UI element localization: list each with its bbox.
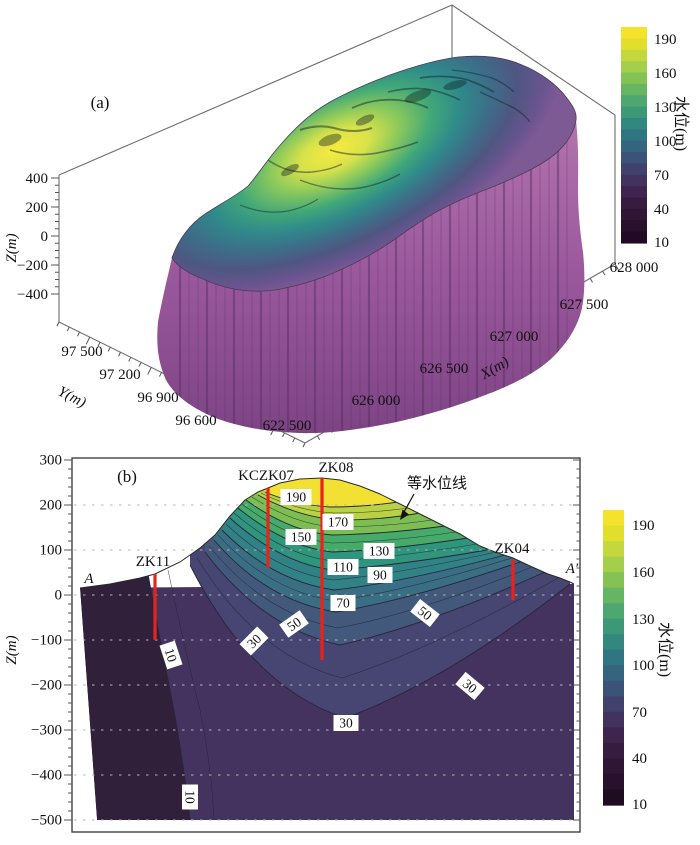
x-tick-627500: 627 500 (560, 297, 609, 313)
b-tick-m500: −500 (31, 813, 62, 829)
surface-shadow-blotches (281, 80, 467, 177)
contour-label-190: 190 (286, 490, 307, 505)
borehole-label-zk04: ZK04 (495, 541, 530, 557)
b-tick-m300: −300 (31, 723, 62, 739)
z-tick-200: 200 (26, 200, 49, 216)
contour-label-70: 70 (336, 596, 350, 611)
z-axis-label: Z(m) (4, 233, 20, 262)
contour-label-150: 150 (291, 530, 312, 545)
panel-a-tag: (a) (91, 93, 110, 112)
b-tick-0: 0 (55, 588, 63, 604)
colorbar-b-label: 水位(m) (656, 622, 674, 677)
box-top-edges (58, 4, 616, 264)
cbar-b-10: 10 (632, 797, 647, 813)
z-axis-label-b: Z(m) (4, 635, 20, 664)
z-axis-tick-labels-b: 300 200 100 0 −100 −200 −300 −400 −500 (31, 453, 62, 829)
cbar-a-100: 100 (654, 134, 677, 150)
plot-frame (71, 457, 581, 833)
cbar-b-190: 190 (632, 518, 655, 534)
z-tick-m200: −200 (17, 258, 48, 274)
section-endpoint-a: A (83, 571, 94, 587)
annotation-text: 等水位线 (407, 474, 467, 492)
colorbar-a-label: 水位(m) (672, 96, 690, 151)
elevation-gridlines (74, 504, 578, 821)
borehole-label-zk11: ZK11 (136, 554, 170, 570)
cbar-b-40: 40 (632, 751, 647, 767)
colorbar-a-tick-labels: 190 160 130 100 70 40 10 (654, 32, 677, 251)
borehole-label-kczk07: KCZK07 (238, 468, 294, 484)
annotation-arrow-line (403, 493, 415, 513)
colorbar-b-tick-labels: 190 160 130 100 70 40 10 (632, 518, 655, 813)
cbar-b-130: 130 (632, 612, 655, 628)
cbar-a-70: 70 (654, 168, 669, 184)
x-tick-626500: 626 500 (420, 361, 469, 377)
y-tick-97200: 97 200 (99, 367, 140, 383)
borehole-labels: ZK11 KCZK07 ZK08 ZK04 (136, 460, 530, 570)
cbar-a-190: 190 (654, 32, 677, 48)
z-axis-ticks (51, 177, 59, 295)
y-axis-tick-labels: 97 500 97 200 96 900 96 600 (61, 344, 216, 429)
cbar-b-70: 70 (632, 705, 647, 721)
ground-surface-line (79, 477, 575, 589)
annotation-arrowhead (400, 509, 409, 520)
contour-label-130: 130 (369, 544, 390, 559)
z-tick-0: 0 (41, 229, 49, 245)
contour-value-labels: 190 170 150 130 110 90 70 50 50 30 30 30… (159, 489, 485, 810)
y-tick-97500: 97 500 (61, 344, 102, 360)
b-tick-200: 200 (40, 498, 63, 514)
z-tick-m400: −400 (17, 287, 48, 303)
cbar-a-40: 40 (654, 202, 669, 218)
b-tick-m200: −200 (31, 678, 62, 694)
z-axis-ticks-right (573, 459, 580, 821)
x-tick-627000: 627 000 (490, 329, 539, 345)
x-tick-628000: 628 000 (610, 260, 659, 276)
z-axis-tick-labels: 400 200 0 −200 −400 (17, 171, 48, 303)
cbar-b-100: 100 (632, 658, 655, 674)
contour-label-10-left: 10 (162, 646, 181, 664)
x-tick-626000: 626 000 (352, 393, 401, 409)
b-tick-m100: −100 (31, 633, 62, 649)
b-tick-300: 300 (40, 453, 63, 469)
section-endpoint-a-prime: A′ (565, 561, 579, 577)
panel-b-section-plot: ZK11 KCZK07 ZK08 ZK04 190 170 150 130 11… (4, 453, 674, 833)
y-tick-96900: 96 900 (137, 390, 178, 406)
cbar-a-160: 160 (654, 66, 677, 82)
z-axis-ticks-left (64, 459, 72, 821)
surface-top (171, 55, 577, 292)
surface-creases (239, 69, 531, 213)
colorbar-b (603, 510, 624, 806)
band-below-10 (80, 574, 190, 820)
contour-label-10-bottom: 10 (182, 790, 197, 804)
contour-label-30-bottom: 30 (339, 716, 353, 731)
borehole-label-zk08: ZK08 (319, 460, 354, 476)
contour-label-90: 90 (373, 568, 387, 583)
b-tick-m400: −400 (31, 768, 62, 784)
boreholes (153, 478, 515, 660)
colorbar-a (621, 27, 647, 244)
x-axis-tick-labels: 622 500 626 000 626 500 627 000 627 500 … (263, 260, 659, 434)
water-table-annotation: 等水位线 (400, 474, 467, 520)
y-tick-96600: 96 600 (175, 413, 216, 429)
cbar-b-160: 160 (632, 565, 655, 581)
cbar-a-130: 130 (654, 100, 677, 116)
panel-a-3d-plot: 400 200 0 −200 −400 Z(m) 97 500 97 200 9… (4, 4, 690, 448)
contour-label-110: 110 (333, 560, 353, 575)
cbar-a-10: 10 (654, 235, 669, 251)
x-tick-622500: 622 500 (263, 418, 312, 434)
z-tick-400: 400 (26, 171, 49, 187)
panel-b-tag: (b) (117, 467, 137, 486)
b-tick-100: 100 (40, 543, 63, 559)
y-axis-label: Y(m) (55, 384, 88, 411)
contour-label-170: 170 (328, 515, 349, 530)
